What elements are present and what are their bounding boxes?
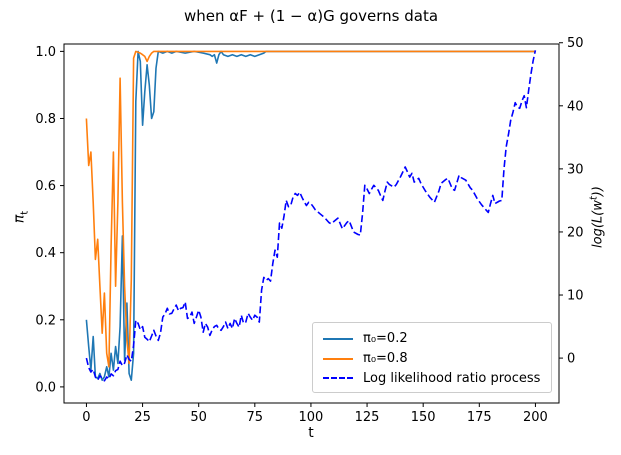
right-axis-label-sup: t bbox=[588, 196, 600, 201]
left-axis-label-sub: t bbox=[19, 210, 31, 215]
series-lines bbox=[85, 50, 537, 382]
legend-line-sample bbox=[323, 337, 353, 340]
right-axis-ticks: 0 10 20 30 40 50 bbox=[559, 36, 584, 367]
legend-entry-2: Log likelihood ratio process bbox=[323, 368, 543, 388]
right-tick-label: 0 bbox=[567, 352, 575, 367]
right-axis-label: log(L(wt)) bbox=[588, 186, 605, 248]
legend-entry-0: π₀=0.2 bbox=[323, 329, 543, 349]
right-tick-label: 40 bbox=[567, 99, 584, 114]
x-tick-label: 0 bbox=[82, 410, 90, 425]
legend-entry-1: π₀=0.8 bbox=[323, 349, 543, 369]
series-line-1 bbox=[85, 50, 536, 368]
legend-label: π₀=0.8 bbox=[363, 351, 408, 366]
right-tick-label: 10 bbox=[567, 289, 584, 304]
left-axis-ticks: 0.0 0.2 0.4 0.6 0.8 1.0 bbox=[35, 45, 64, 395]
x-tick-label: 25 bbox=[134, 410, 151, 425]
plot-border bbox=[63, 43, 560, 404]
x-tick-label: 175 bbox=[467, 410, 492, 425]
x-tick-label: 150 bbox=[411, 410, 436, 425]
series-line-0 bbox=[85, 50, 536, 382]
left-tick-label: 0.2 bbox=[35, 313, 56, 328]
left-axis-label: πt bbox=[12, 211, 31, 223]
left-axis-label-base: π bbox=[11, 214, 28, 224]
series-line-2 bbox=[85, 50, 537, 382]
x-tick-label: 50 bbox=[190, 410, 207, 425]
left-tick-label: 0.0 bbox=[35, 380, 56, 395]
legend-line-sample bbox=[323, 357, 353, 360]
x-tick-label: 75 bbox=[247, 410, 264, 425]
left-tick-label: 0.6 bbox=[35, 179, 56, 194]
legend: π₀=0.2 π₀=0.8 Log likelihood ratio process bbox=[312, 322, 552, 393]
right-tick-label: 30 bbox=[567, 162, 584, 177]
x-axis-label: t bbox=[308, 425, 314, 441]
x-tick-label: 125 bbox=[355, 410, 380, 425]
legend-label: Log likelihood ratio process bbox=[363, 370, 541, 386]
right-tick-label: 50 bbox=[567, 36, 584, 51]
legend-label: π₀=0.2 bbox=[363, 331, 408, 347]
legend-dashed-line-sample bbox=[323, 377, 353, 380]
right-axis-label-post: )) bbox=[590, 186, 606, 197]
left-tick-label: 0.8 bbox=[35, 112, 56, 127]
x-tick-label: 100 bbox=[299, 410, 324, 425]
x-tick-label: 200 bbox=[523, 410, 548, 425]
left-tick-label: 1.0 bbox=[35, 45, 56, 60]
right-axis-label-pre: log(L(w bbox=[590, 200, 606, 248]
chart-title: when αF + (1 − α)G governs data bbox=[183, 7, 439, 25]
x-axis-ticks: 0 25 50 75 100 125 150 175 200 bbox=[82, 403, 548, 425]
right-tick-label: 20 bbox=[567, 225, 584, 240]
left-tick-label: 0.4 bbox=[35, 246, 56, 261]
